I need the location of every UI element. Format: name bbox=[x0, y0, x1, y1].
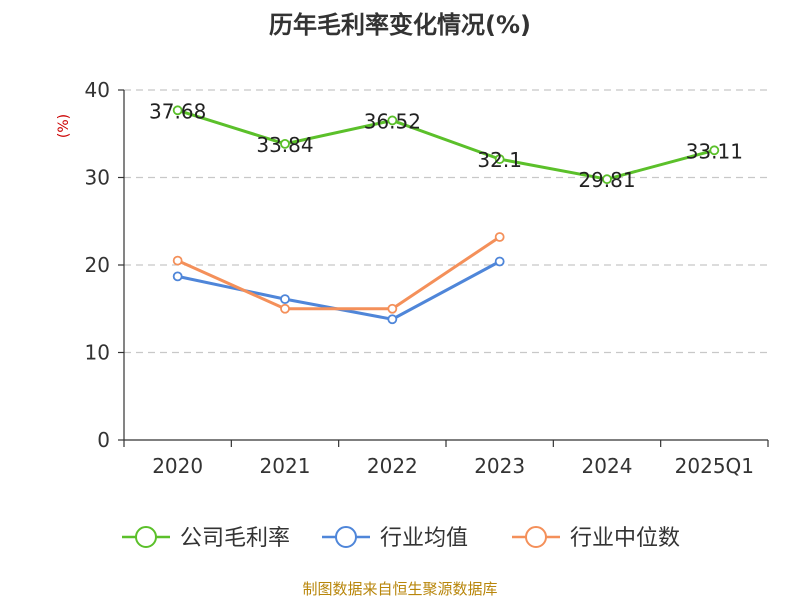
data-point bbox=[494, 232, 505, 242]
series-line bbox=[177, 108, 715, 181]
data-point bbox=[280, 294, 290, 305]
data-label: 33.11 bbox=[686, 139, 743, 163]
data-point bbox=[494, 256, 505, 267]
x-tick-label: 2025Q1 bbox=[675, 454, 754, 478]
legend-label: 公司毛利率 bbox=[180, 526, 290, 551]
data-point bbox=[172, 255, 183, 266]
data-point bbox=[387, 303, 398, 314]
legend-label: 行业中位数 bbox=[570, 526, 680, 551]
x-tick-label: 2022 bbox=[367, 454, 418, 478]
y-tick-label: 20 bbox=[85, 253, 110, 277]
chart-title: 历年毛利率变化情况(%) bbox=[269, 11, 531, 39]
data-label: 36.52 bbox=[364, 109, 421, 133]
data-label: 37.68 bbox=[149, 99, 206, 123]
gridlines bbox=[124, 89, 768, 354]
series-layer bbox=[172, 105, 720, 325]
legend-marker bbox=[335, 526, 357, 548]
data-label: 29.81 bbox=[578, 168, 635, 192]
data-labels: 37.68 33.84 36.52 32.1 29.81 33.11 bbox=[149, 99, 743, 192]
x-tick-label: 2023 bbox=[474, 454, 525, 478]
legend-marker bbox=[135, 526, 157, 548]
x-tick-label: 2020 bbox=[152, 454, 203, 478]
data-point bbox=[280, 303, 290, 314]
data-label: 32.1 bbox=[477, 148, 522, 172]
legend: 公司毛利率 行业均值 行业中位数 bbox=[122, 526, 680, 551]
legend-label: 行业均值 bbox=[380, 526, 468, 551]
data-point bbox=[280, 138, 290, 149]
y-tick-label: 0 bbox=[97, 428, 110, 452]
legend-marker bbox=[525, 526, 547, 548]
data-point bbox=[494, 154, 505, 165]
data-point bbox=[387, 115, 398, 126]
data-label: 33.84 bbox=[256, 133, 313, 157]
y-tick-label: 30 bbox=[85, 166, 110, 190]
x-tick-label: 2024 bbox=[582, 454, 633, 478]
data-point bbox=[709, 145, 720, 156]
axes: 0 10 20 30 40 2020 2021 2022 2023 2024 2025Q1 bbox=[85, 78, 769, 478]
data-point bbox=[172, 271, 183, 282]
data-point bbox=[602, 174, 612, 185]
data-point bbox=[387, 314, 398, 325]
y-axis-label: (%) bbox=[56, 114, 72, 138]
y-tick-label: 10 bbox=[85, 341, 110, 365]
y-tick-label: 40 bbox=[85, 78, 110, 102]
data-point bbox=[172, 105, 183, 116]
series-line bbox=[177, 235, 501, 311]
x-tick-label: 2021 bbox=[260, 454, 311, 478]
source-note: 制图数据来自恒生聚源数据库 bbox=[302, 580, 497, 598]
